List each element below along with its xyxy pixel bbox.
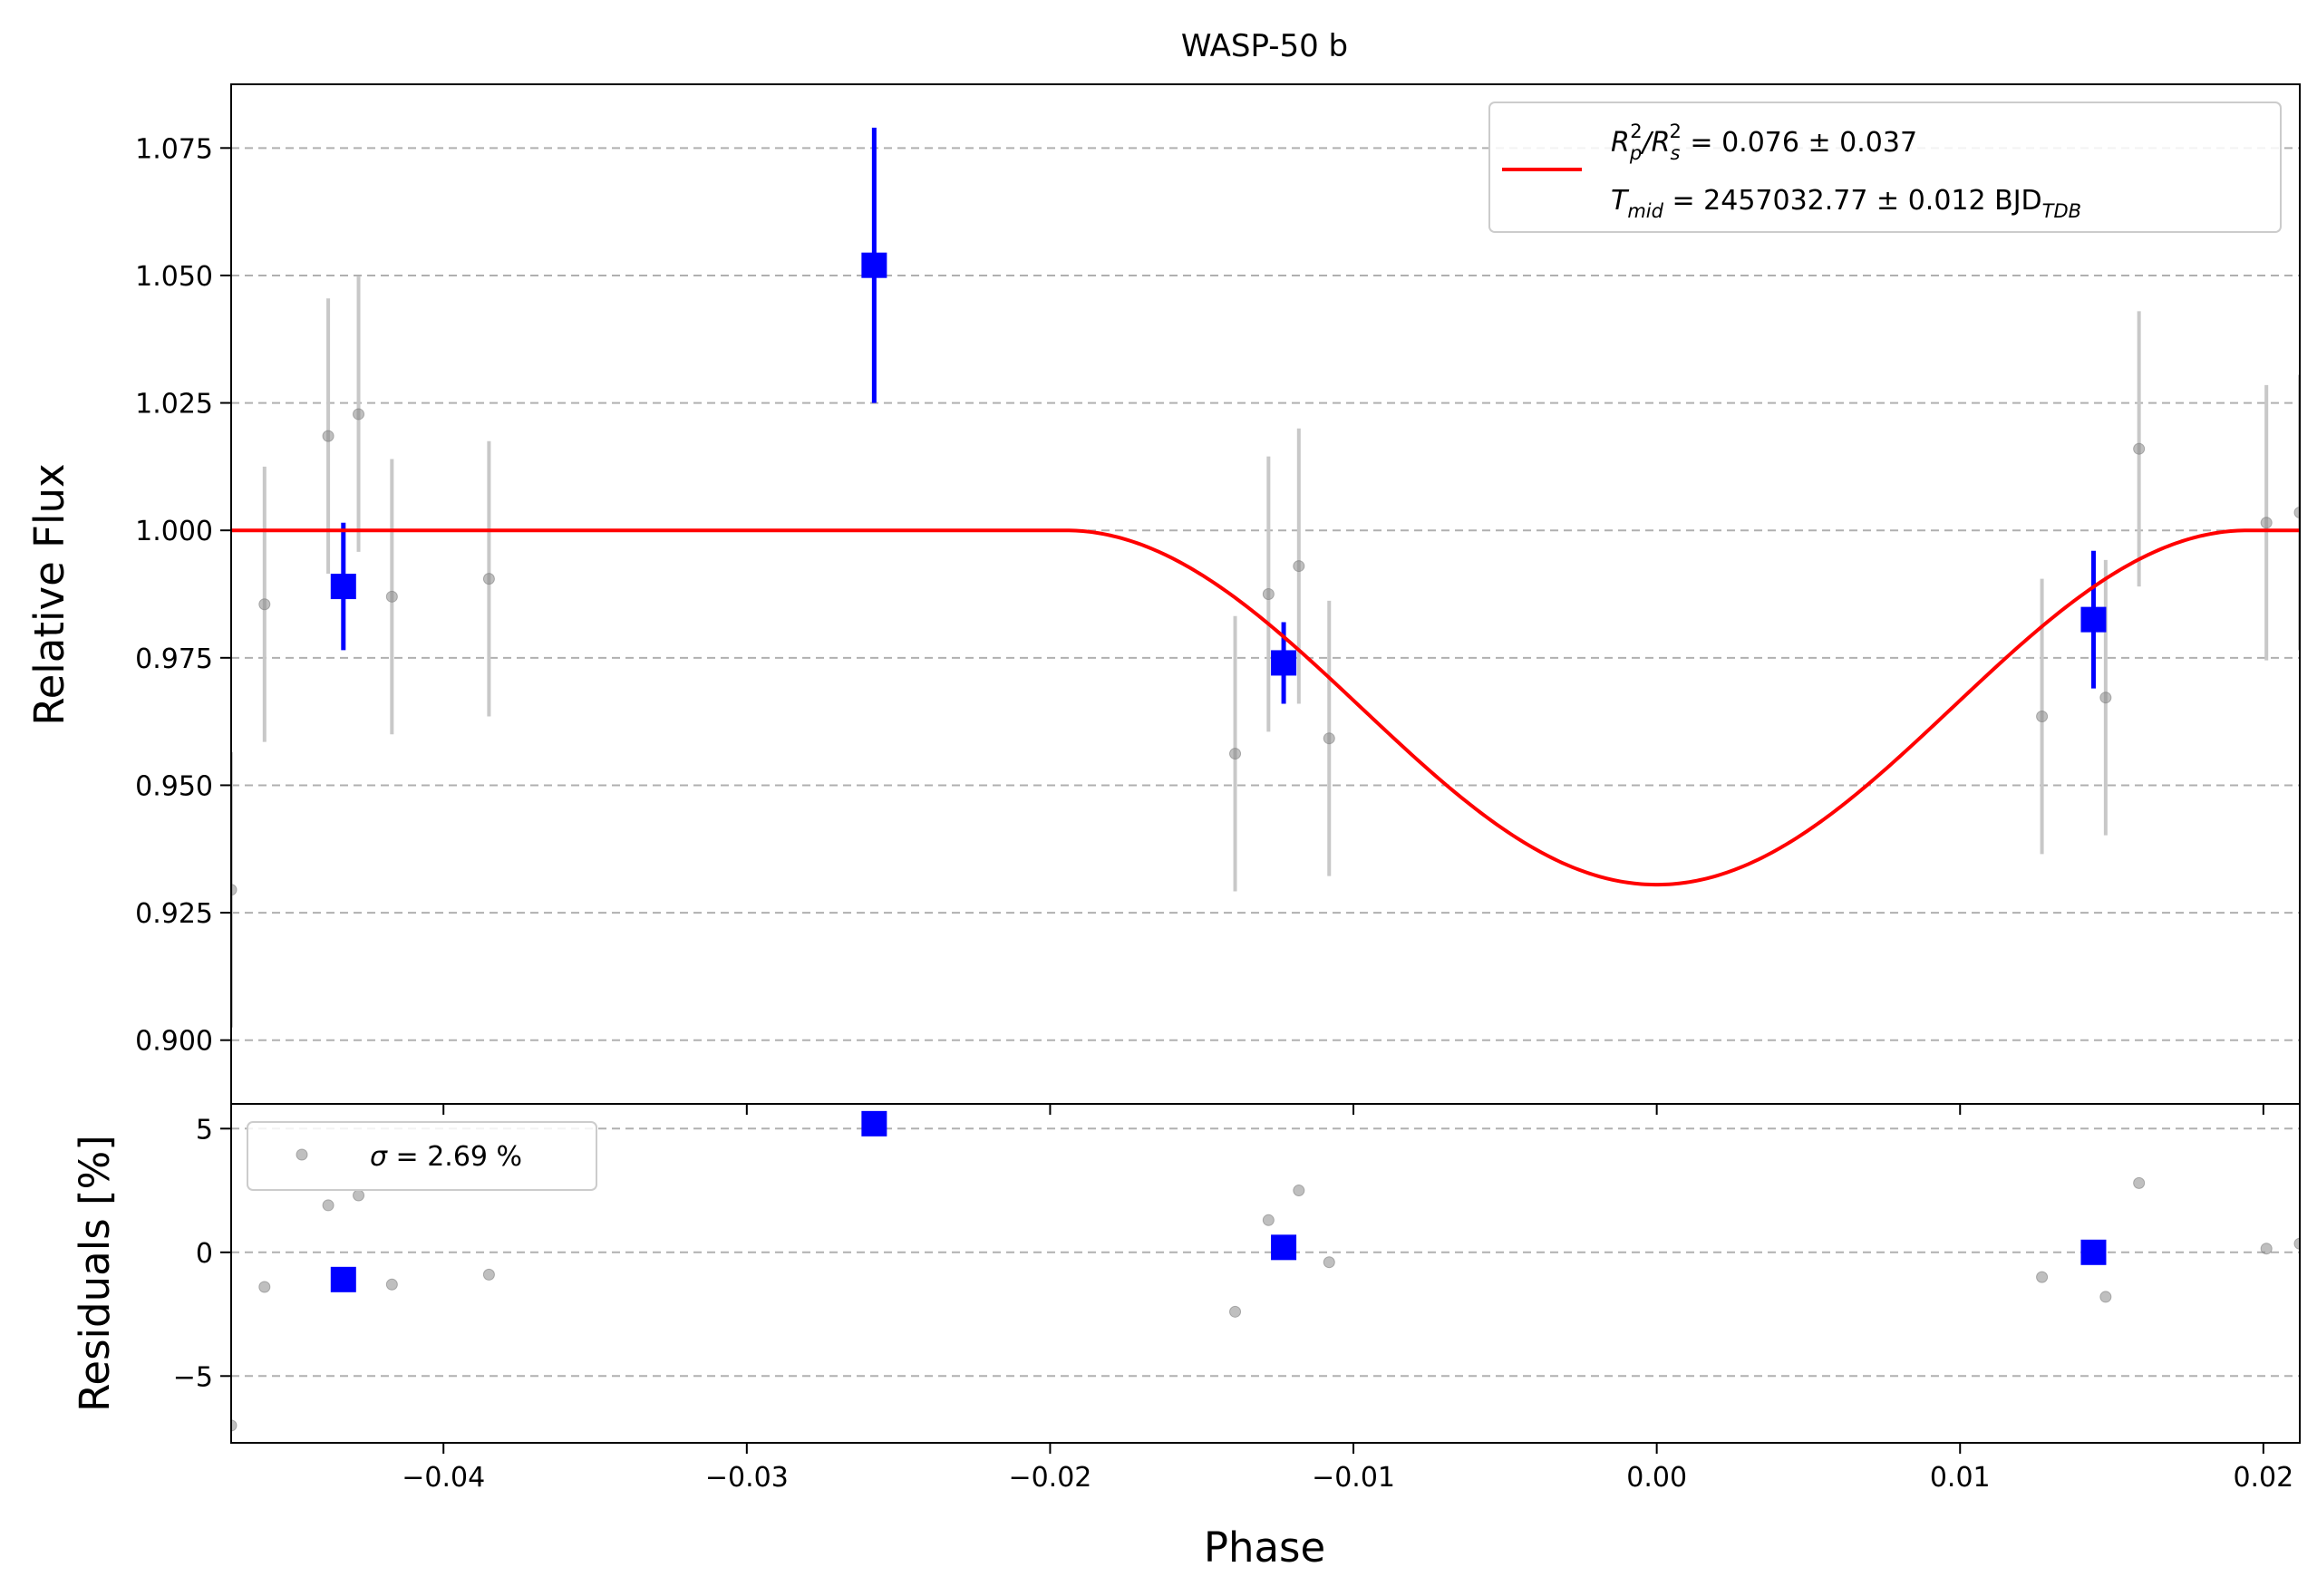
flux-x-ticks	[442, 1104, 2264, 1115]
flux-raw-point	[258, 598, 271, 611]
x-tick-label: −0.03	[705, 1462, 789, 1494]
flux-y-tick-label: 0.925	[135, 898, 213, 930]
residuals-raw-point	[322, 1199, 334, 1212]
flux-legend-line1: Rp2/Rs2 = 0.076 ± 0.037	[1611, 121, 1917, 164]
flux-y-ticks: 0.900 0.925 0.950 0.975 1.000 1.025 1.050 1.075	[135, 133, 231, 1058]
residuals-binned-point	[2080, 1239, 2107, 1265]
residuals-raw-point	[1229, 1305, 1242, 1318]
flux-grid	[231, 147, 2300, 1041]
x-tick-label: −0.01	[1312, 1462, 1395, 1494]
flux-y-tick-label: 0.975	[135, 643, 213, 675]
residuals-raw-point	[385, 1278, 398, 1291]
flux-y-tick-label: 0.950	[135, 770, 213, 802]
flux-binned-point	[861, 252, 887, 278]
flux-y-axis-title: Relative Flux	[25, 463, 73, 725]
residuals-raw-point	[353, 1189, 365, 1202]
residuals-legend-marker	[296, 1148, 308, 1161]
residuals-raw-point	[1323, 1256, 1335, 1269]
flux-raw-point	[1229, 748, 1242, 760]
residuals-x-ticks: −0.04 −0.03 −0.02 −0.01 0.00 0.01 0.02	[402, 1443, 2293, 1494]
flux-raw-point	[2260, 517, 2273, 529]
residuals-raw-point	[231, 1419, 238, 1432]
flux-y-tick-label: 1.000	[135, 516, 213, 547]
flux-raw-point	[1293, 560, 1305, 573]
x-axis-title: Phase	[1204, 1523, 1325, 1572]
residuals-y-axis-title: Residuals [%]	[71, 1135, 119, 1412]
residuals-raw-point	[2133, 1176, 2146, 1189]
flux-binned-point	[330, 574, 356, 600]
residuals-raw-point	[2293, 1237, 2300, 1250]
x-tick-label: −0.02	[1008, 1462, 1091, 1494]
residuals-raw-point	[2099, 1291, 2112, 1303]
residuals-binned-point	[861, 1110, 887, 1137]
residuals-raw-points	[231, 1176, 2300, 1432]
residuals-binned-points	[330, 1110, 2107, 1292]
flux-y-tick-label: 1.075	[135, 133, 213, 165]
flux-raw-point	[231, 884, 238, 896]
flux-legend: Rp2/Rs2 = 0.076 ± 0.037 Tmid = 2457032.7…	[1488, 102, 2282, 233]
residuals-legend-box	[247, 1121, 597, 1191]
flux-y-tick-label: 1.025	[135, 389, 213, 421]
x-tick-label: −0.04	[402, 1462, 485, 1494]
flux-raw-point	[353, 408, 365, 421]
flux-raw-point	[1262, 588, 1275, 600]
residuals-axes-frame	[230, 1103, 2301, 1444]
residuals-y-tick-label: −5	[173, 1361, 213, 1393]
flux-raw-point	[2293, 507, 2300, 518]
residuals-binned-point	[330, 1266, 356, 1292]
flux-binned-point	[1271, 650, 1297, 676]
residuals-panel: −5 0 5 −0.04 −0.03 −0.02 −0.01 0.00 0.01 0.02 Re…	[71, 1103, 2301, 1572]
residuals-y-tick-label: 0	[196, 1238, 213, 1270]
residuals-raw-point	[258, 1281, 271, 1293]
flux-y-tick-label: 0.900	[135, 1026, 213, 1058]
x-tick-label: 0.01	[1930, 1462, 1991, 1494]
residuals-y-tick-label: 5	[196, 1114, 213, 1146]
residuals-legend-label: σ = 2.69 %	[370, 1141, 522, 1173]
residuals-raw-point	[1293, 1185, 1305, 1197]
flux-raw-point	[2036, 711, 2049, 722]
flux-raw-point	[322, 430, 334, 442]
residuals-binned-point	[1271, 1234, 1297, 1261]
transit-model-line	[231, 528, 2300, 887]
x-tick-label: 0.02	[2233, 1462, 2293, 1494]
residuals-raw-point	[1262, 1214, 1275, 1226]
flux-binned-point	[2080, 606, 2107, 633]
flux-raw-point	[1323, 732, 1335, 745]
flux-legend-box	[1488, 102, 2282, 233]
residuals-legend: σ = 2.69 %	[247, 1121, 597, 1191]
flux-raw-point	[385, 590, 398, 603]
flux-raw-points	[231, 408, 2300, 896]
chart-title: WASP-50 b	[1181, 28, 1348, 64]
residuals-raw-point	[2036, 1271, 2049, 1283]
flux-raw-point	[482, 573, 495, 585]
residuals-y-ticks: −5 0 5	[173, 1114, 231, 1393]
residuals-raw-point	[2260, 1243, 2273, 1255]
flux-raw-point	[2133, 442, 2146, 455]
flux-panel: 0.900 0.925 0.950 0.975 1.000 1.025 1.050 1.075…	[25, 83, 2301, 1115]
flux-legend-line2: Tmid = 2457032.77 ± 0.012 BJDTDB	[1611, 185, 2081, 222]
x-tick-label: 0.00	[1626, 1462, 1687, 1494]
residuals-raw-point	[482, 1268, 495, 1281]
flux-y-tick-label: 1.050	[135, 261, 213, 293]
flux-binned-points	[330, 252, 2107, 676]
flux-raw-point	[2099, 692, 2112, 704]
